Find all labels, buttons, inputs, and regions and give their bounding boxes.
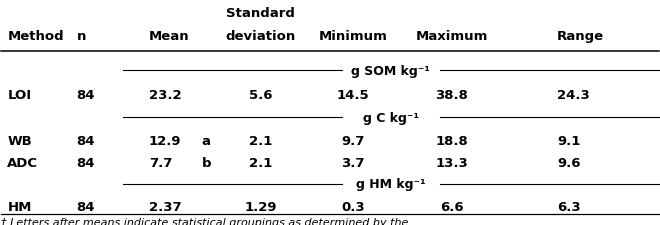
Text: 1.29: 1.29	[245, 200, 277, 213]
Text: 9.1: 9.1	[557, 134, 581, 147]
Text: 6.3: 6.3	[557, 200, 581, 213]
Text: 2.1: 2.1	[249, 156, 273, 169]
Text: 14.5: 14.5	[337, 88, 370, 101]
Text: 7.7: 7.7	[149, 156, 172, 169]
Text: Maximum: Maximum	[416, 30, 488, 43]
Text: n: n	[77, 30, 86, 43]
Text: 6.6: 6.6	[440, 200, 464, 213]
Text: † Letters after means indicate statistical groupings as determined by the: † Letters after means indicate statistic…	[1, 217, 408, 225]
Text: g HM kg⁻¹: g HM kg⁻¹	[356, 177, 426, 190]
Text: Range: Range	[557, 30, 605, 43]
Text: 84: 84	[77, 88, 95, 101]
Text: 0.3: 0.3	[341, 200, 365, 213]
Text: 23.2: 23.2	[149, 88, 182, 101]
Text: a: a	[201, 134, 211, 147]
Text: 9.7: 9.7	[341, 134, 365, 147]
Text: g C kg⁻¹: g C kg⁻¹	[363, 111, 419, 124]
Text: 18.8: 18.8	[436, 134, 468, 147]
Text: Minimum: Minimum	[319, 30, 387, 43]
Text: 3.7: 3.7	[341, 156, 365, 169]
Text: 9.6: 9.6	[557, 156, 581, 169]
Text: LOI: LOI	[7, 88, 32, 101]
Text: 84: 84	[77, 156, 95, 169]
Text: ADC: ADC	[7, 156, 38, 169]
Text: Mean: Mean	[149, 30, 189, 43]
Text: 84: 84	[77, 134, 95, 147]
Text: 5.6: 5.6	[249, 88, 273, 101]
Text: WB: WB	[7, 134, 32, 147]
Text: 13.3: 13.3	[436, 156, 468, 169]
Text: 2.1: 2.1	[249, 134, 273, 147]
Text: 84: 84	[77, 200, 95, 213]
Text: b: b	[201, 156, 211, 169]
Text: 2.37: 2.37	[149, 200, 182, 213]
Text: deviation: deviation	[226, 30, 296, 43]
Text: Method: Method	[7, 30, 64, 43]
Text: 12.9: 12.9	[149, 134, 182, 147]
Text: Standard: Standard	[226, 7, 295, 20]
Text: 38.8: 38.8	[436, 88, 469, 101]
Text: 24.3: 24.3	[557, 88, 590, 101]
Text: HM: HM	[7, 200, 32, 213]
Text: g SOM kg⁻¹: g SOM kg⁻¹	[352, 64, 430, 77]
